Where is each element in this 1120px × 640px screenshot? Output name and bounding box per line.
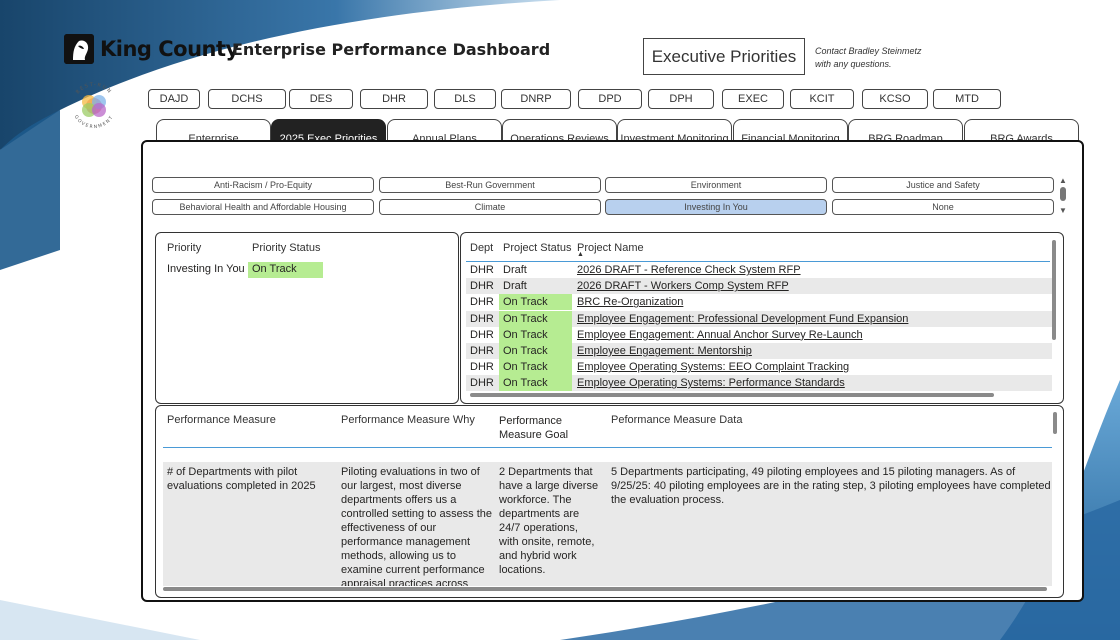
project-status-cell: On Track	[499, 326, 572, 343]
slicer-scrollbar-thumb[interactable]	[1060, 187, 1066, 201]
contact-line-2: with any questions.	[815, 59, 892, 69]
project-table-horizontal-scrollbar[interactable]	[470, 393, 994, 397]
dept-filter-exec[interactable]: EXEC	[722, 89, 784, 109]
project-status-cell: On Track	[499, 359, 572, 376]
project-name-link[interactable]: 2026 DRAFT - Workers Comp System RFP	[577, 280, 789, 293]
project-status-cell: On Track	[499, 343, 572, 359]
svg-text:GOVERNMENT: GOVERNMENT	[73, 114, 115, 130]
contact-line-1: Contact Bradley Steinmetz	[815, 46, 922, 56]
dept-filter-kcso[interactable]: KCSO	[862, 89, 928, 109]
project-row-stripe	[466, 310, 1052, 327]
performance-measure-data-column-header[interactable]: Peformance Measure Data	[611, 414, 743, 426]
measure-header-divider	[163, 447, 1052, 448]
project-status-cell: On Track	[499, 294, 572, 311]
priority-filter-environment[interactable]: Environment	[605, 177, 827, 193]
priority-filter-none[interactable]: None	[832, 199, 1054, 215]
measure-data-cell: 5 Departments participating, 49 piloting…	[611, 466, 1051, 506]
dept-filter-dnrp[interactable]: DNRP	[501, 89, 571, 109]
project-dept-cell: DHR	[470, 345, 494, 357]
badge-bottom-text: GOVERNMENT	[73, 114, 114, 130]
measure-row-viewport: # of Departments with pilot evaluations …	[163, 462, 1052, 586]
project-status-column-header[interactable]: Project Status	[503, 242, 572, 254]
dept-filter-dls[interactable]: DLS	[434, 89, 496, 109]
measure-row-background	[163, 462, 1052, 586]
project-dept-cell: DHR	[470, 377, 494, 390]
priority-cell: Investing In You	[167, 263, 245, 275]
project-status-cell: On Track	[499, 375, 572, 392]
project-status-cell: Draft	[503, 264, 527, 276]
project-table-vertical-scrollbar[interactable]	[1052, 240, 1056, 340]
priority-filter-best-run-government[interactable]: Best-Run Government	[379, 177, 601, 193]
project-name-link[interactable]: BRC Re-Organization	[577, 296, 684, 309]
project-dept-cell: DHR	[470, 280, 494, 293]
badge-top-text: BEST-RUN	[75, 82, 112, 95]
priority-filter-justice-and-safety[interactable]: Justice and Safety	[832, 177, 1054, 193]
page-title: Enterprise Performance Dashboard	[232, 40, 551, 59]
contact-note: Contact Bradley Steinmetz with any quest…	[815, 45, 985, 71]
priority-filter-anti-racism-pro-equity[interactable]: Anti-Racism / Pro-Equity	[152, 177, 374, 193]
performance-measure-why-column-header[interactable]: Performance Measure Why	[341, 414, 475, 426]
priority-column-header[interactable]: Priority	[167, 242, 202, 254]
project-dept-cell: DHR	[470, 361, 494, 374]
logo-text: King County	[100, 37, 239, 61]
project-name-column-header[interactable]: Project Name	[577, 242, 644, 254]
slicer-scroll-down-icon[interactable]: ▼	[1059, 206, 1067, 215]
measure-table-vertical-scrollbar[interactable]	[1053, 412, 1057, 434]
project-row-stripe	[466, 278, 1052, 295]
section-title-box: Executive Priorities	[643, 38, 805, 75]
priority-filter-behavioral-health-and-affordable-housing[interactable]: Behavioral Health and Affordable Housing	[152, 199, 374, 215]
project-status-cell: Draft	[503, 280, 527, 293]
measure-cell: # of Departments with pilot evaluations …	[167, 466, 316, 492]
project-dept-cell: DHR	[470, 312, 494, 325]
project-dept-cell: DHR	[470, 328, 494, 341]
project-row-stripe	[466, 375, 1052, 392]
sort-ascending-icon[interactable]: ▲	[577, 251, 584, 258]
project-dept-cell: DHR	[470, 296, 494, 309]
dept-filter-mtd[interactable]: MTD	[933, 89, 1001, 109]
dept-filter-dchs[interactable]: DCHS	[208, 89, 286, 109]
priority-filter-climate[interactable]: Climate	[379, 199, 601, 215]
dept-filter-des[interactable]: DES	[289, 89, 353, 109]
king-county-logo: King County	[64, 34, 239, 64]
slicer-scroll-up-icon[interactable]: ▲	[1059, 176, 1067, 185]
project-name-link[interactable]: Employee Engagement: Annual Anchor Surve…	[577, 328, 863, 341]
dept-filter-dajd[interactable]: DAJD	[148, 89, 200, 109]
performance-measure-goal-column-header[interactable]: Performance Measure Goal	[499, 415, 569, 441]
mlk-logo-icon	[64, 34, 94, 64]
project-name-link[interactable]: Employee Engagement: Professional Develo…	[577, 312, 909, 325]
performance-measure-column-header[interactable]: Performance Measure	[167, 414, 276, 426]
dept-filter-kcit[interactable]: KCIT	[790, 89, 854, 109]
project-dept-cell: DHR	[470, 264, 494, 276]
priority-filter-investing-in-you[interactable]: Investing In You	[605, 199, 827, 215]
project-status-cell: On Track	[499, 310, 572, 327]
project-name-link[interactable]: Employee Operating Systems: Performance …	[577, 377, 845, 390]
priority-status-cell: On Track	[248, 262, 323, 278]
project-name-link[interactable]: 2026 DRAFT - Reference Check System RFP	[577, 264, 801, 276]
project-table-viewport: DHR Draft 2026 DRAFT - Reference Check Sys…	[462, 262, 1052, 392]
priority-status-column-header[interactable]: Priority Status	[252, 242, 321, 254]
measure-table-horizontal-scrollbar[interactable]	[163, 587, 1047, 591]
project-name-link[interactable]: Employee Operating Systems: EEO Complain…	[577, 361, 850, 374]
svg-text:BEST-RUN: BEST-RUN	[75, 82, 113, 95]
priority-status-panel	[155, 232, 459, 404]
dept-column-header[interactable]: Dept	[470, 242, 494, 254]
dept-filter-dph[interactable]: DPH	[648, 89, 714, 109]
best-run-government-badge-icon: BEST-RUN GOVERNMENT	[73, 82, 115, 130]
project-row-stripe	[466, 343, 1052, 359]
measure-goal-cell: 2 Departments that have a large diverse …	[499, 466, 599, 576]
dept-filter-dhr[interactable]: DHR	[360, 89, 428, 109]
measure-why-cell: Piloting evaluations in two of our large…	[341, 466, 493, 586]
dept-filter-dpd[interactable]: DPD	[578, 89, 642, 109]
project-header-divider	[466, 261, 1050, 262]
project-name-link[interactable]: Employee Engagement: Mentorship	[577, 345, 752, 357]
